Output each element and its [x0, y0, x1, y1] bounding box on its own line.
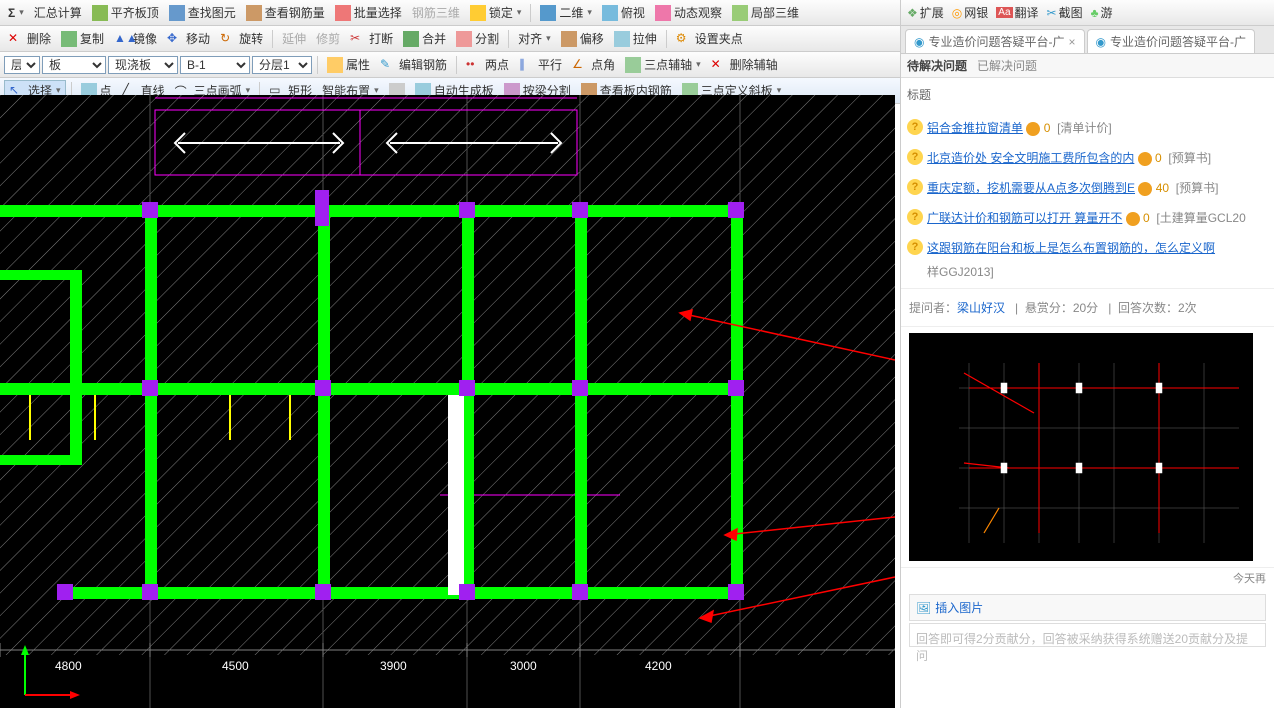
tab-1[interactable]: ◉专业造价问题答疑平台-广× [905, 29, 1085, 53]
liangdian-btn[interactable]: ••两点 [462, 55, 513, 74]
jietu-btn[interactable]: ✂截图 [1047, 4, 1083, 21]
chakantu-btn[interactable]: 查找图元 [165, 3, 240, 22]
xianjiaoban-select[interactable]: 现浇板 [108, 56, 178, 74]
yanshen-btn: 延伸 [278, 29, 310, 48]
question-icon: ? [907, 119, 923, 135]
fanyi-btn[interactable]: Aa翻译 [996, 4, 1038, 21]
shanchufu-btn[interactable]: ✕删除辅轴 [707, 55, 782, 74]
question-icon: ? [907, 149, 923, 165]
question-item[interactable]: ? 北京造价处 安全文明施工费所包含的内 0 [预算书] [905, 143, 1270, 173]
xiujian-btn: 修剪 [312, 29, 344, 48]
cad-viewport[interactable]: 4800 4500 3900 3000 4200 [0, 95, 895, 708]
sigma-btn[interactable]: Σ▾ [4, 5, 28, 21]
question-item[interactable]: ? 铝合金推拉窗清单 0 [清单计价] [905, 113, 1270, 143]
wangyin-btn[interactable]: ◎网银 [952, 4, 989, 21]
fenceng-select[interactable]: 分层1 [252, 56, 312, 74]
fuzhi-btn[interactable]: 复制 [57, 29, 108, 48]
jubu-btn[interactable]: 局部三维 [728, 3, 803, 22]
question-item[interactable]: ? 广联达计价和钢筋可以打开 算量开不 0 [土建算量GCL20 [905, 203, 1270, 233]
erwei-btn[interactable]: 二维▾ [536, 3, 596, 22]
reply-textarea[interactable]: 回答即可得2分贡献分，回答被采纳获得系统赠送20贡献分及提问 [909, 623, 1266, 647]
shanchu-btn[interactable]: ✕删除 [4, 29, 55, 48]
gangjin3d-btn: 钢筋三维 [408, 3, 464, 22]
bianji-btn[interactable]: ✎编辑钢筋 [376, 55, 451, 74]
lashen-btn[interactable]: 拉伸 [610, 29, 661, 48]
question-item[interactable]: ? 重庆定额，挖机需要从A点多次倒腾到E 40 [预算书] [905, 173, 1270, 203]
svg-text:4500: 4500 [222, 659, 249, 673]
dianjiao-btn[interactable]: ∠点角 [568, 55, 619, 74]
nav-daijie[interactable]: 待解决问题 [907, 57, 967, 74]
question-icon: ? [907, 239, 923, 255]
question-item[interactable]: ? 这跟钢筋在阳台和板上是怎么布置钢筋的，怎么定义啊 [905, 233, 1270, 263]
question-icon: ? [907, 209, 923, 225]
pingxing-btn[interactable]: ∥平行 [515, 55, 566, 74]
today-bar: 今天再 [901, 567, 1274, 588]
svg-text:3000: 3000 [510, 659, 537, 673]
browser-toolbar: ❖扩展 ◎网银 Aa翻译 ✂截图 ♣游 [901, 0, 1274, 26]
svg-text:3900: 3900 [380, 659, 407, 673]
yidong-btn[interactable]: ✥移动 [163, 29, 214, 48]
svg-text:4200: 4200 [645, 659, 672, 673]
duiqi-btn[interactable]: 对齐▾ [514, 29, 555, 48]
asker-name[interactable]: 梁山好汉 [957, 301, 1005, 315]
huizong-btn[interactable]: 汇总计算 [30, 3, 86, 22]
fenge-btn[interactable]: 分割 [452, 29, 503, 48]
suoding-btn[interactable]: 锁定▾ [466, 3, 526, 22]
pingqi-btn[interactable]: 平齐板顶 [88, 3, 163, 22]
svg-text:4800: 4800 [55, 659, 82, 673]
xuanzhuan-btn[interactable]: ↻旋转 [216, 29, 267, 48]
image-icon: 🖼 [916, 601, 931, 615]
nav-jiejue[interactable]: 已解决问题 [977, 57, 1037, 74]
kuozhan-btn[interactable]: ❖扩展 [907, 4, 944, 21]
question-meta: 样GGJ2013] [905, 263, 1270, 280]
insert-image-btn[interactable]: 🖼插入图片 [909, 594, 1266, 621]
chakangangjin-btn[interactable]: 查看钢筋量 [242, 3, 329, 22]
right-panel: ❖扩展 ◎网银 Aa翻译 ✂截图 ♣游 ◉专业造价问题答疑平台-广× ◉专业造价… [900, 0, 1274, 708]
ban-select[interactable]: 板 [42, 56, 106, 74]
b1-select[interactable]: B-1 [180, 56, 250, 74]
fushi-btn[interactable]: 俯视 [598, 3, 649, 22]
you-btn[interactable]: ♣游 [1091, 4, 1113, 21]
hebing-btn[interactable]: 合并 [399, 29, 450, 48]
daduan-btn[interactable]: ✂打断 [346, 29, 397, 48]
title-label: 标题 [901, 78, 1274, 111]
tab-2[interactable]: ◉专业造价问题答疑平台-广 [1087, 29, 1255, 53]
pianyi-btn[interactable]: 偏移 [557, 29, 608, 48]
jingxiang-btn[interactable]: ▲▲镜像 [110, 29, 161, 48]
question-list: ? 铝合金推拉窗清单 0 [清单计价] ? 北京造价处 安全文明施工费所包含的内… [901, 111, 1274, 282]
shuxing-btn[interactable]: 属性 [323, 55, 374, 74]
question-icon: ? [907, 179, 923, 195]
question-nav: 待解决问题 已解决问题 [901, 54, 1274, 78]
shezhi-btn[interactable]: ⚙设置夹点 [672, 29, 747, 48]
thumbnail-image[interactable] [909, 333, 1253, 561]
sandianfu-btn[interactable]: 三点辅轴▾ [621, 55, 705, 74]
dongtai-btn[interactable]: 动态观察 [651, 3, 726, 22]
piliang-btn[interactable]: 批量选择 [331, 3, 406, 22]
asker-info: 提问者：梁山好汉 | 悬赏分：20分 | 回答次数：2次 [901, 288, 1274, 327]
ceng-select[interactable]: 层 [4, 56, 40, 74]
browser-tabs: ◉专业造价问题答疑平台-广× ◉专业造价问题答疑平台-广 [901, 26, 1274, 54]
close-icon[interactable]: × [1068, 35, 1075, 49]
